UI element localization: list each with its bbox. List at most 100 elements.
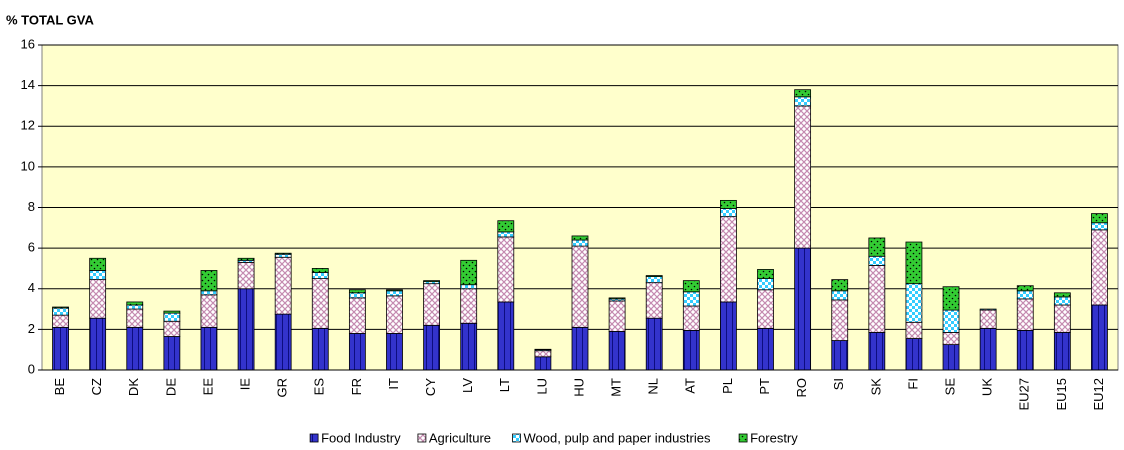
y-tick-label: 16 [21, 36, 35, 51]
bar-segment [89, 279, 107, 319]
x-tick-label: PT [757, 378, 772, 395]
y-tick-label: 10 [21, 158, 35, 173]
bar-segment [794, 105, 812, 249]
bar-segment [237, 288, 255, 371]
y-tick-label: 6 [28, 240, 35, 255]
bar-segment [126, 304, 144, 310]
bar-segment [1091, 229, 1108, 306]
bar-segment [831, 290, 849, 301]
y-tick-label: 2 [28, 321, 35, 336]
x-tick-label: NL [646, 378, 661, 395]
x-tick-label: CZ [89, 378, 104, 395]
bar-segment [497, 236, 515, 303]
x-tick-label: LT [497, 378, 512, 392]
bar-segment [645, 317, 663, 371]
bar-segment [1053, 332, 1071, 371]
bar-segment [237, 257, 255, 261]
bar-segment [274, 313, 292, 371]
x-tick-label: PL [720, 378, 735, 394]
bar-segment [571, 326, 589, 371]
bar-segment [348, 297, 366, 334]
bar-segment [52, 306, 69, 309]
bar-segment [534, 356, 552, 371]
bar-segment [1091, 304, 1108, 371]
bar-segment [757, 327, 774, 371]
bar-segment [905, 338, 923, 371]
bar-segment [89, 270, 107, 281]
bar-segment [720, 208, 737, 218]
bar-segment [905, 283, 923, 323]
bar-segment [497, 301, 515, 371]
bar-segment [682, 329, 700, 371]
bar-segment [720, 199, 737, 209]
bar-segment [942, 286, 960, 311]
x-tick-label: HU [571, 378, 586, 397]
bar-segment [1053, 292, 1071, 298]
bar-segment [460, 284, 478, 290]
bar-segment [571, 239, 589, 247]
x-tick-label: EU12 [1091, 378, 1106, 411]
bar-segment [89, 317, 107, 371]
x-tick-label: ES [312, 378, 327, 396]
bar-segment [645, 275, 663, 277]
x-tick-label: BE [52, 378, 67, 396]
bar-segment [200, 294, 218, 328]
bar-segment [163, 312, 181, 322]
legend-label: Forestry [750, 430, 798, 445]
bar-segment [942, 332, 960, 346]
bar-segment [348, 333, 366, 371]
bar-segment [126, 326, 144, 371]
bar-segment [163, 336, 181, 371]
bar-segment [386, 295, 403, 334]
bar-segment [831, 279, 849, 292]
bar-segment [460, 322, 478, 371]
x-tick-label: RO [794, 378, 809, 398]
legend-swatch [512, 433, 521, 443]
x-tick-label: FI [905, 378, 920, 390]
bar-segment [720, 216, 737, 303]
bar-segment [571, 235, 589, 241]
bar-segment [571, 245, 589, 328]
bar-segment [645, 282, 663, 319]
y-tick-label: 0 [28, 361, 35, 376]
legend-label: Food Industry [321, 430, 401, 445]
x-tick-label: EU15 [1054, 378, 1069, 411]
bar-segment [52, 307, 69, 316]
x-tick-label: LU [534, 378, 549, 395]
bar-segment [868, 237, 886, 257]
bar-segment [794, 247, 812, 371]
bar-segment [126, 301, 144, 306]
bar-segment [386, 290, 403, 297]
bar-segment [311, 327, 329, 371]
bar-segment [794, 89, 812, 98]
bar-segment [52, 314, 69, 328]
bar-segment [126, 308, 144, 328]
legend-swatch [738, 433, 748, 443]
bar-segment [1016, 285, 1034, 292]
bar-segment [311, 268, 329, 273]
bar-segment [831, 340, 849, 371]
bar-segment [423, 280, 440, 283]
x-tick-label: AT [683, 378, 698, 394]
bar-segment [1053, 296, 1071, 306]
bar-segment [200, 290, 218, 296]
x-tick-label: MT [609, 378, 624, 397]
x-tick-label: CY [423, 378, 438, 396]
bar-segment [200, 326, 218, 371]
legend-label: Agriculture [429, 430, 491, 445]
x-tick-label: SE [942, 378, 957, 396]
bar-segment [311, 278, 329, 329]
bar-segment [757, 289, 774, 329]
bar-segment [386, 333, 403, 371]
bar-segment [1091, 213, 1108, 224]
x-tick-label: SK [868, 378, 883, 396]
bar-segment [979, 308, 997, 311]
bar-segment [460, 259, 478, 286]
x-tick-label: EU27 [1017, 378, 1032, 411]
bar-segment [682, 280, 700, 293]
bar-segment [608, 300, 626, 332]
bar-segment [645, 276, 663, 284]
bar-segment [979, 327, 997, 371]
bar-segment [794, 96, 812, 107]
